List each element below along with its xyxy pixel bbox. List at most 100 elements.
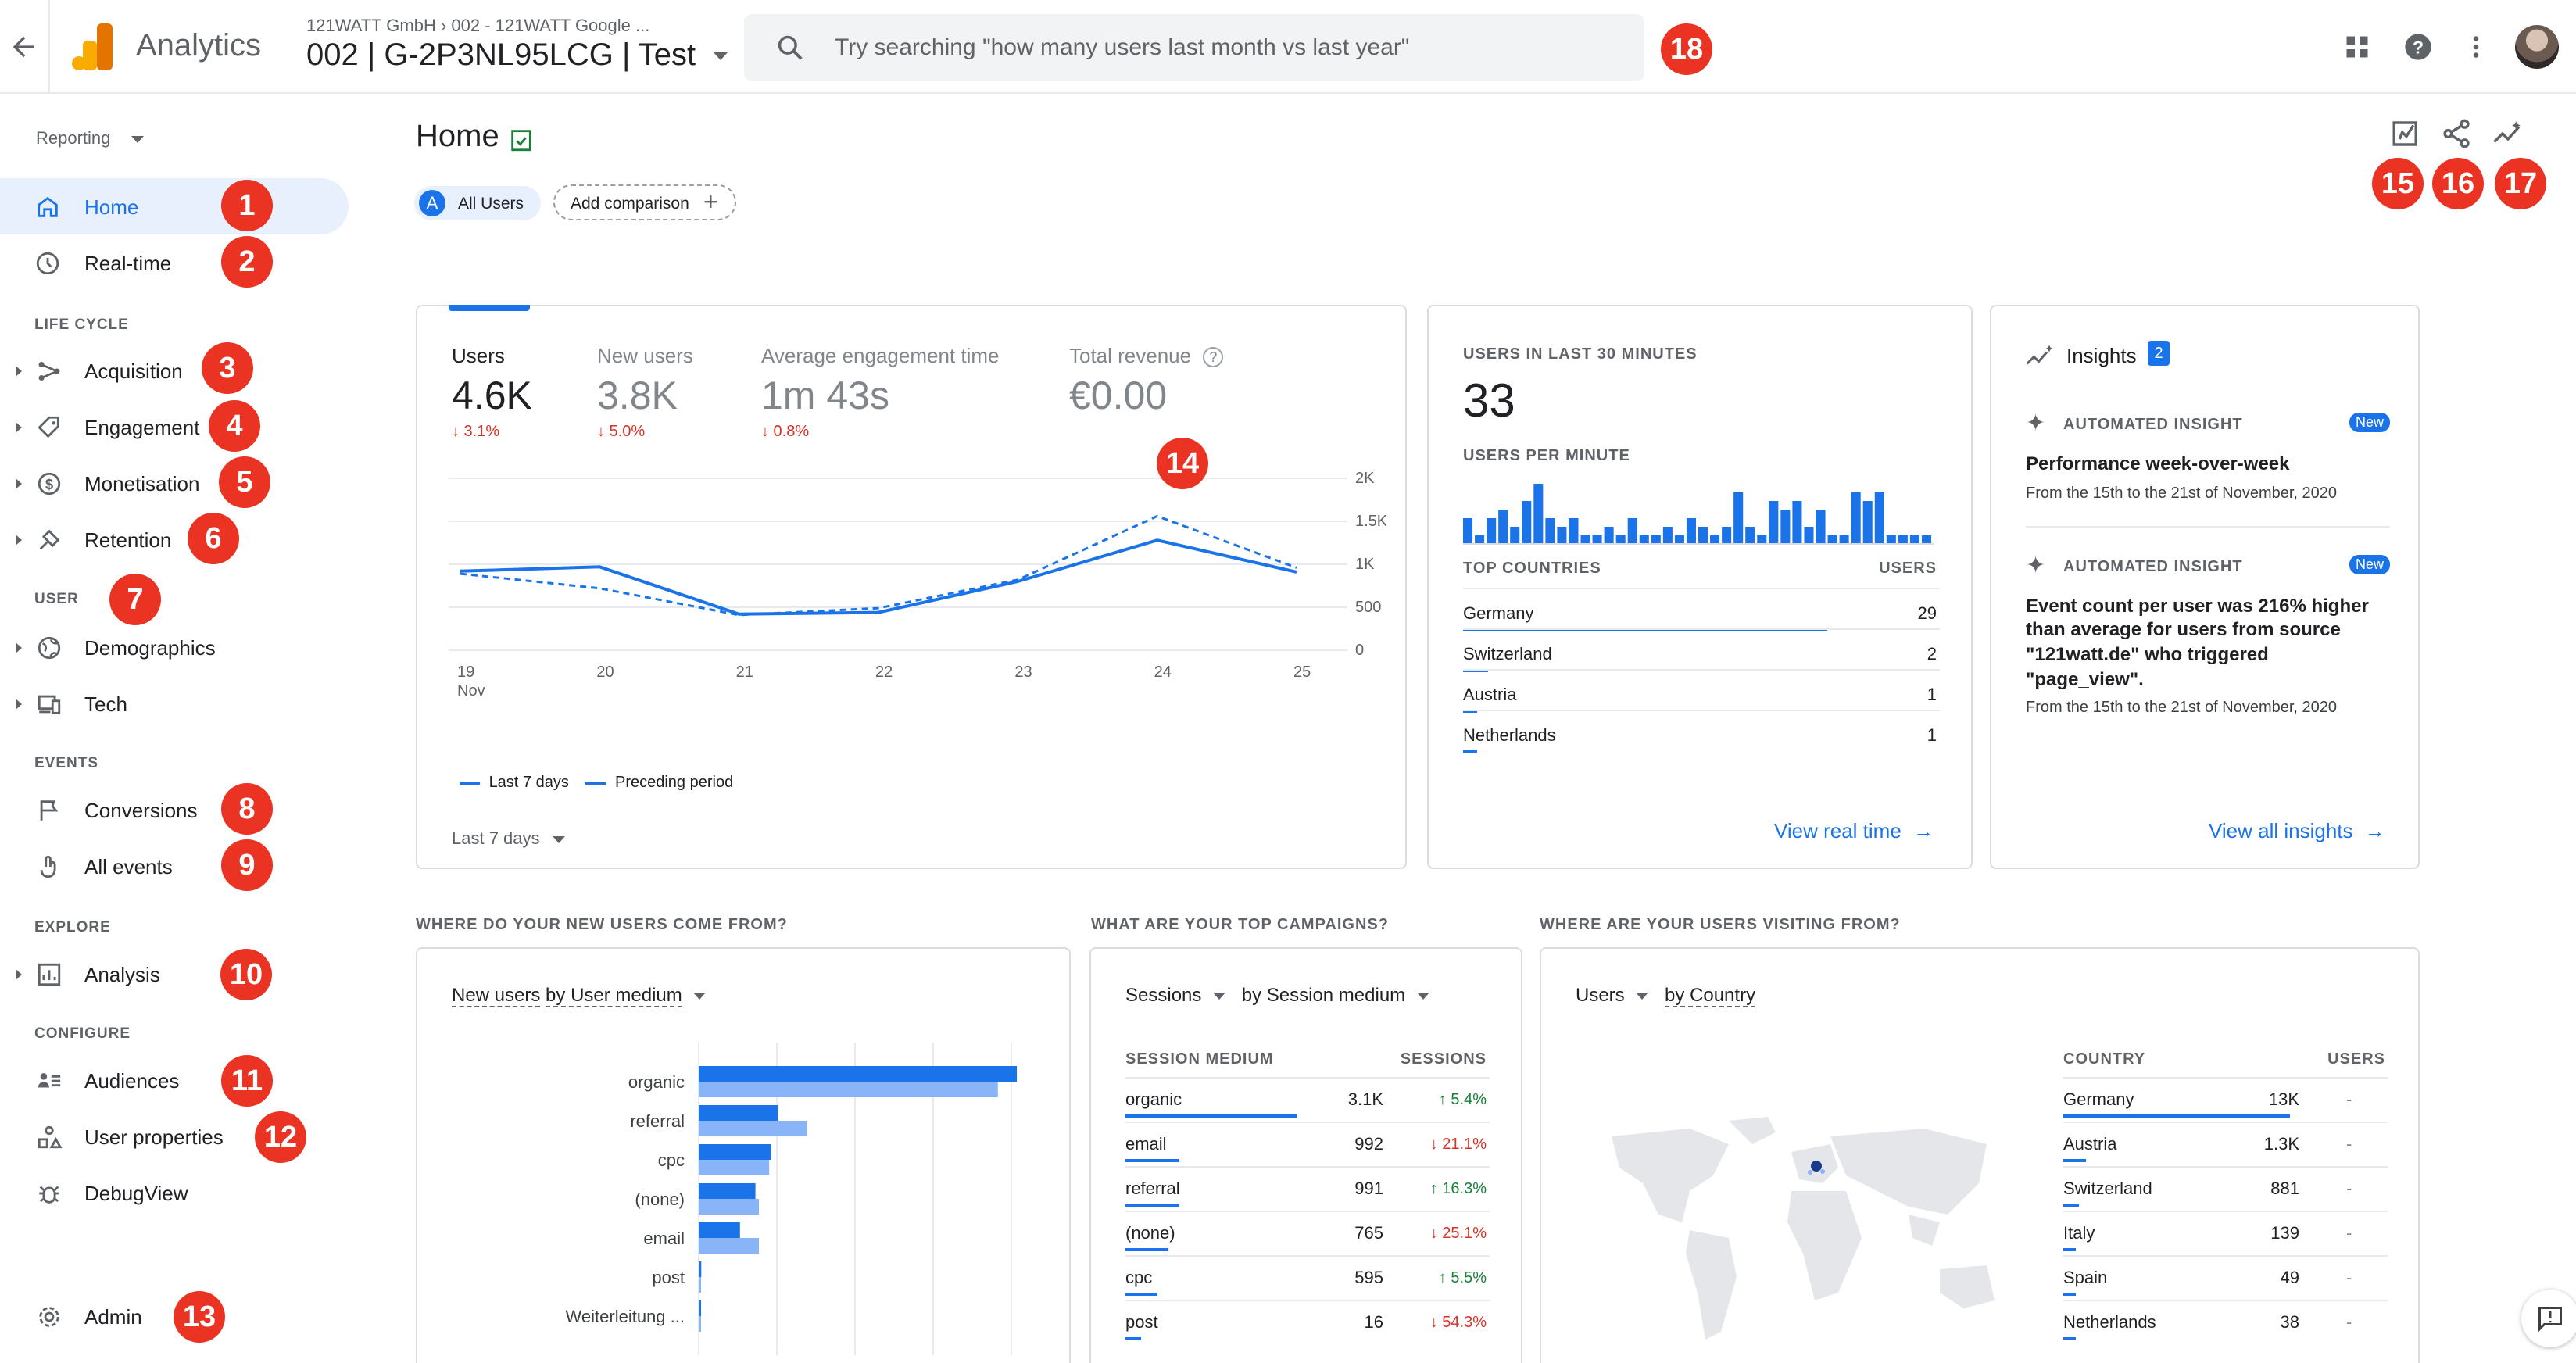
country-name[interactable]: Germany — [1463, 603, 1534, 623]
country-name[interactable]: Switzerland — [1463, 644, 1552, 664]
country-name[interactable]: Germany — [2063, 1089, 2134, 1109]
country-name[interactable]: Italy — [2063, 1223, 2095, 1243]
sidebar-item-engagement[interactable]: Engagement — [84, 416, 200, 439]
view-realtime-link[interactable]: View real time → — [1774, 819, 1934, 842]
session-count: 765 — [1354, 1223, 1383, 1243]
chevron-down-icon — [693, 993, 707, 1000]
realtime-count: 33 — [1463, 374, 1515, 427]
insights-trend-icon[interactable] — [2490, 117, 2526, 150]
clock-icon — [36, 252, 59, 275]
callout-badge-18: 18 — [1661, 23, 1712, 75]
minute-bar — [1710, 535, 1720, 544]
expand-caret-icon[interactable] — [16, 422, 22, 433]
edit-report-icon[interactable] — [2390, 117, 2423, 150]
minute-bar — [1816, 510, 1826, 544]
col-users: USERS — [1879, 560, 1937, 577]
country-name[interactable]: Netherlands — [1463, 725, 1556, 745]
minute-bar — [1487, 518, 1497, 544]
sidebar-item-analysis[interactable]: Analysis — [84, 963, 160, 986]
country-users: 1.3K — [2263, 1134, 2299, 1154]
sidebar-label-home[interactable]: Home — [84, 195, 139, 219]
more-vert-icon[interactable] — [2462, 31, 2490, 63]
category-label: organic — [628, 1072, 685, 1092]
sidebar-item-demographics[interactable]: Demographics — [84, 636, 216, 660]
country-name[interactable]: Austria — [2063, 1134, 2117, 1154]
minute-bar — [1615, 535, 1626, 544]
sidebar-item-user-properties[interactable]: User properties — [84, 1125, 224, 1149]
property-selector[interactable]: 002 | G-2P3NL95LCG | Test — [306, 38, 728, 73]
search-bar[interactable]: Try searching "how many users last month… — [744, 14, 1644, 81]
share-icon[interactable] — [2440, 117, 2473, 150]
expand-caret-icon[interactable] — [16, 699, 22, 710]
metric-engagement-time[interactable]: Average engagement time 1m 43s ↓ 0.8% — [761, 344, 1000, 440]
sidebar-item-home[interactable] — [0, 178, 349, 234]
svg-text:?: ? — [2413, 37, 2424, 57]
session-medium[interactable]: email — [1125, 1134, 1167, 1154]
series-preceding-period — [460, 514, 1297, 617]
feedback-button[interactable] — [2521, 1290, 2576, 1347]
session-medium[interactable]: organic — [1125, 1089, 1182, 1109]
reporting-dropdown[interactable]: Reporting — [36, 128, 144, 148]
col-country: COUNTRY — [2063, 1050, 2146, 1068]
expand-caret-icon[interactable] — [16, 478, 22, 489]
sidebar-item-admin[interactable]: Admin — [84, 1305, 142, 1329]
x-tick-label: 23 — [1014, 664, 1032, 681]
metric-users[interactable]: Users 4.6K ↓ 3.1% — [452, 344, 532, 440]
insight-item[interactable]: ✦ AUTOMATED INSIGHT New Performance week… — [2026, 410, 2390, 528]
sidebar-item-acquisition[interactable]: Acquisition — [84, 360, 183, 383]
country-card: Users by Country COUNTRY USERS Germany 13… — [1540, 947, 2420, 1363]
session-medium[interactable]: referral — [1125, 1179, 1180, 1198]
metric-new-users[interactable]: New users 3.8K ↓ 5.0% — [597, 344, 693, 440]
sidebar-item-retention[interactable]: Retention — [84, 528, 172, 552]
country-name[interactable]: Spain — [2063, 1268, 2108, 1287]
country-name[interactable]: Netherlands — [2063, 1312, 2156, 1332]
row-divider — [2063, 1166, 2388, 1168]
sidebar-item-audiences[interactable]: Audiences — [84, 1069, 180, 1093]
help-icon[interactable]: ? — [2402, 31, 2434, 63]
acquisition-icon — [38, 361, 60, 381]
add-comparison-button[interactable]: Add comparison + — [553, 184, 736, 220]
sidebar-item-conversions[interactable]: Conversions — [84, 799, 198, 822]
insight-item[interactable]: ✦ AUTOMATED INSIGHT New Event count per … — [2026, 553, 2390, 717]
country-metric-selector[interactable]: Users by Country — [1576, 985, 1756, 1007]
expand-caret-icon[interactable] — [16, 642, 22, 653]
bar-previous — [699, 1082, 998, 1097]
callout-badge-14: 14 — [1157, 438, 1208, 489]
session-medium[interactable]: (none) — [1125, 1223, 1175, 1243]
apps-grid-icon[interactable] — [2343, 33, 2371, 61]
minute-bar — [1898, 535, 1908, 544]
session-medium[interactable]: cpc — [1125, 1268, 1153, 1287]
row-divider — [1125, 1077, 1490, 1079]
x-tick-label: 24 — [1154, 664, 1172, 681]
sidebar-item-realtime[interactable]: Real-time — [84, 252, 172, 275]
segment-chip-all-users[interactable]: A All Users — [414, 186, 541, 220]
callout-badge-10: 10 — [220, 949, 272, 1000]
breadcrumb[interactable]: 121WATT GmbH › 002 - 121WATT Google ... — [306, 16, 650, 35]
metric-total-revenue[interactable]: Total revenue ? €0.00 — [1069, 344, 1224, 418]
search-input[interactable]: Try searching "how many users last month… — [835, 34, 1410, 60]
callout-badge-7: 7 — [109, 574, 161, 625]
country-name[interactable]: Austria — [1463, 685, 1517, 704]
new-users-metric-selector[interactable]: New users by User medium — [452, 985, 707, 1007]
chevron-down-icon — [1416, 993, 1429, 1000]
country-change: - — [2346, 1089, 2352, 1109]
expand-caret-icon[interactable] — [16, 366, 22, 377]
sidebar-item-tech[interactable]: Tech — [84, 692, 127, 716]
country-change: - — [2346, 1179, 2352, 1198]
campaigns-metric-selector[interactable]: Sessions by Session medium — [1125, 985, 1429, 1007]
sidebar-item-all-events[interactable]: All events — [84, 855, 173, 878]
x-tick-label: 20 — [596, 664, 614, 681]
session-medium[interactable]: post — [1125, 1312, 1158, 1332]
minute-bar — [1839, 535, 1849, 544]
sidebar-item-monetisation[interactable]: Monetisation — [84, 472, 200, 495]
date-range-dropdown[interactable]: Last 7 days — [452, 828, 565, 849]
avatar[interactable] — [2515, 25, 2559, 69]
view-all-insights-link[interactable]: View all insights → — [2209, 819, 2385, 842]
session-change: ↓ 21.1% — [1429, 1136, 1487, 1153]
expand-caret-icon[interactable] — [16, 535, 22, 546]
expand-caret-icon[interactable] — [16, 969, 22, 980]
chevron-down-icon — [1213, 993, 1226, 1000]
country-name[interactable]: Switzerland — [2063, 1179, 2152, 1198]
sidebar-item-debugview[interactable]: DebugView — [84, 1182, 188, 1205]
back-arrow-icon[interactable] — [8, 31, 39, 63]
